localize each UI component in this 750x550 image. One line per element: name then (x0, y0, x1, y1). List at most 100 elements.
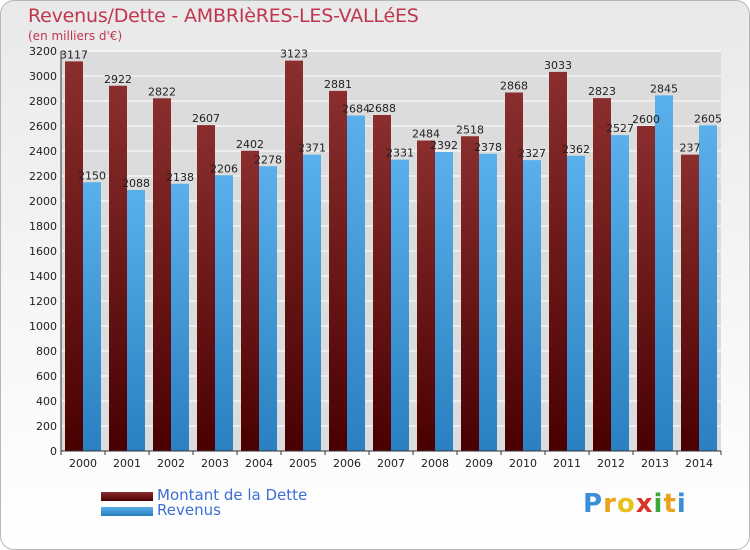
x-tick-label: 2012 (597, 457, 625, 470)
bar-revenus (83, 182, 101, 451)
value-label-debt: 2688 (368, 102, 396, 115)
value-label-revenus: 2684 (342, 103, 370, 116)
value-label-debt: 3123 (280, 48, 308, 61)
y-tick-label: 1200 (29, 295, 57, 308)
proxiti-logo: Proxiti (583, 489, 687, 519)
x-tick-label: 2008 (421, 457, 449, 470)
value-label-debt: 2607 (192, 112, 220, 125)
value-label-revenus: 2392 (430, 139, 458, 152)
bar-revenus (699, 125, 717, 451)
value-label-revenus: 2362 (562, 143, 590, 156)
legend-swatch-revenus (101, 507, 153, 516)
value-label-debt: 3117 (60, 48, 88, 61)
bar-debt (241, 150, 259, 451)
chart-subtitle: (en milliers d'€) (28, 29, 123, 43)
bar-debt (461, 136, 479, 451)
x-tick-label: 2007 (377, 457, 405, 470)
value-label-debt: 2600 (632, 113, 660, 126)
y-tick-label: 2000 (29, 195, 57, 208)
value-label-revenus: 2845 (650, 82, 678, 95)
x-tick-label: 2010 (509, 457, 537, 470)
value-label-revenus: 2327 (518, 147, 546, 160)
value-label-revenus: 2088 (122, 177, 150, 190)
y-tick-label: 800 (36, 345, 57, 358)
bar-revenus (391, 159, 409, 451)
value-label-debt: 2518 (456, 123, 484, 136)
bar-debt (549, 71, 567, 451)
value-label-revenus: 2378 (474, 141, 502, 154)
bar-debt (65, 61, 83, 451)
y-tick-label: 600 (36, 370, 57, 383)
bar-revenus (259, 166, 277, 451)
value-label-debt: 2868 (500, 80, 528, 93)
y-tick-label: 2200 (29, 170, 57, 183)
x-tick-label: 2004 (245, 457, 273, 470)
x-tick-label: 2014 (685, 457, 713, 470)
y-tick-label: 200 (36, 420, 57, 433)
bar-debt (109, 85, 127, 451)
y-tick-label: 3200 (29, 45, 57, 58)
bar-debt (417, 140, 435, 451)
value-label-debt: 2823 (588, 85, 616, 98)
bar-revenus (215, 175, 233, 451)
bars-group (65, 60, 717, 451)
value-labels: 3117 2150 2922 2088 2822 2138 2607 2206 2402 2278… (60, 48, 722, 190)
axes: 0 200 400 600 800 1000 1200 1400 1600 1800 2000 220… (29, 45, 722, 470)
x-tick-label: 2001 (113, 457, 141, 470)
y-tick-label: 2800 (29, 95, 57, 108)
logo-letter: i (653, 489, 664, 519)
value-label-debt: 2822 (148, 85, 176, 98)
chart-title: Revenus/Dette - AMBRIèRES-LES-VALLéES (28, 5, 419, 27)
value-label-revenus: 2150 (78, 169, 106, 182)
logo-letter: P (583, 489, 604, 519)
y-tick-label: 1800 (29, 220, 57, 233)
value-label-debt: 2402 (236, 138, 264, 151)
logo-letter: x (635, 489, 654, 519)
value-label-revenus: 2278 (254, 153, 282, 166)
bar-revenus (523, 160, 541, 451)
bar-debt (637, 126, 655, 451)
bar-debt (197, 125, 215, 451)
bar-revenus (127, 190, 145, 451)
value-label-debt: 2922 (104, 73, 132, 86)
x-tick-label: 2003 (201, 457, 229, 470)
bar-debt (681, 154, 699, 451)
y-tick-label: 2400 (29, 145, 57, 158)
value-label-revenus: 2331 (386, 147, 414, 160)
logo-letter: t (663, 489, 677, 519)
logo-letter: r (603, 489, 617, 519)
bar-revenus (303, 154, 321, 451)
bar-revenus (567, 155, 585, 451)
value-label-revenus: 2138 (166, 171, 194, 184)
bar-debt (593, 98, 611, 451)
y-tick-label: 3000 (29, 70, 57, 83)
bar-revenus (611, 135, 629, 451)
y-tick-label: 1000 (29, 320, 57, 333)
x-tick-label: 2011 (553, 457, 581, 470)
logo-letter: o (616, 489, 636, 519)
y-tick-label: 2600 (29, 120, 57, 133)
value-label-revenus: 2206 (210, 162, 238, 175)
x-tick-label: 2002 (157, 457, 185, 470)
y-tick-label: 1600 (29, 245, 57, 258)
bar-debt (373, 115, 391, 451)
bar-debt (505, 92, 523, 451)
bar-revenus (347, 115, 365, 451)
bar-debt (329, 90, 347, 451)
x-tick-label: 2006 (333, 457, 361, 470)
value-label-debt: 237 (680, 142, 701, 155)
bar-revenus (171, 183, 189, 451)
value-label-revenus: 2371 (298, 142, 326, 155)
x-tick-label: 2013 (641, 457, 669, 470)
legend-swatch-debt (101, 492, 153, 501)
value-label-debt: 2881 (324, 78, 352, 91)
y-tick-label: 400 (36, 395, 57, 408)
bar-debt (285, 60, 303, 451)
bar-debt (153, 98, 171, 451)
value-label-debt: 2484 (412, 128, 440, 141)
x-tick-label: 2005 (289, 457, 317, 470)
x-tick-label: 2009 (465, 457, 493, 470)
y-tick-label: 0 (50, 445, 57, 458)
